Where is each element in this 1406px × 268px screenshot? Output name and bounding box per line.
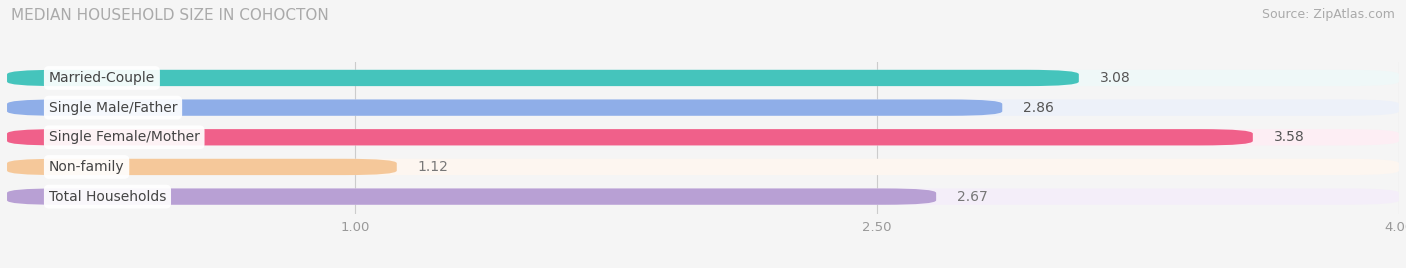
- FancyBboxPatch shape: [7, 188, 936, 205]
- Text: Non-family: Non-family: [49, 160, 124, 174]
- Text: 2.67: 2.67: [957, 189, 988, 204]
- FancyBboxPatch shape: [7, 99, 1399, 116]
- FancyBboxPatch shape: [7, 70, 1399, 86]
- FancyBboxPatch shape: [7, 129, 1253, 146]
- Text: 1.12: 1.12: [418, 160, 449, 174]
- Text: MEDIAN HOUSEHOLD SIZE IN COHOCTON: MEDIAN HOUSEHOLD SIZE IN COHOCTON: [11, 8, 329, 23]
- FancyBboxPatch shape: [7, 70, 1078, 86]
- FancyBboxPatch shape: [7, 99, 1002, 116]
- Text: 3.08: 3.08: [1099, 71, 1130, 85]
- FancyBboxPatch shape: [7, 159, 1399, 175]
- Text: Single Male/Father: Single Male/Father: [49, 100, 177, 115]
- FancyBboxPatch shape: [7, 129, 1399, 146]
- Text: 2.86: 2.86: [1024, 100, 1054, 115]
- Text: Source: ZipAtlas.com: Source: ZipAtlas.com: [1261, 8, 1395, 21]
- Text: Total Households: Total Households: [49, 189, 166, 204]
- FancyBboxPatch shape: [7, 159, 396, 175]
- FancyBboxPatch shape: [7, 188, 1399, 205]
- Text: Single Female/Mother: Single Female/Mother: [49, 130, 200, 144]
- Text: Married-Couple: Married-Couple: [49, 71, 155, 85]
- Text: 3.58: 3.58: [1274, 130, 1305, 144]
